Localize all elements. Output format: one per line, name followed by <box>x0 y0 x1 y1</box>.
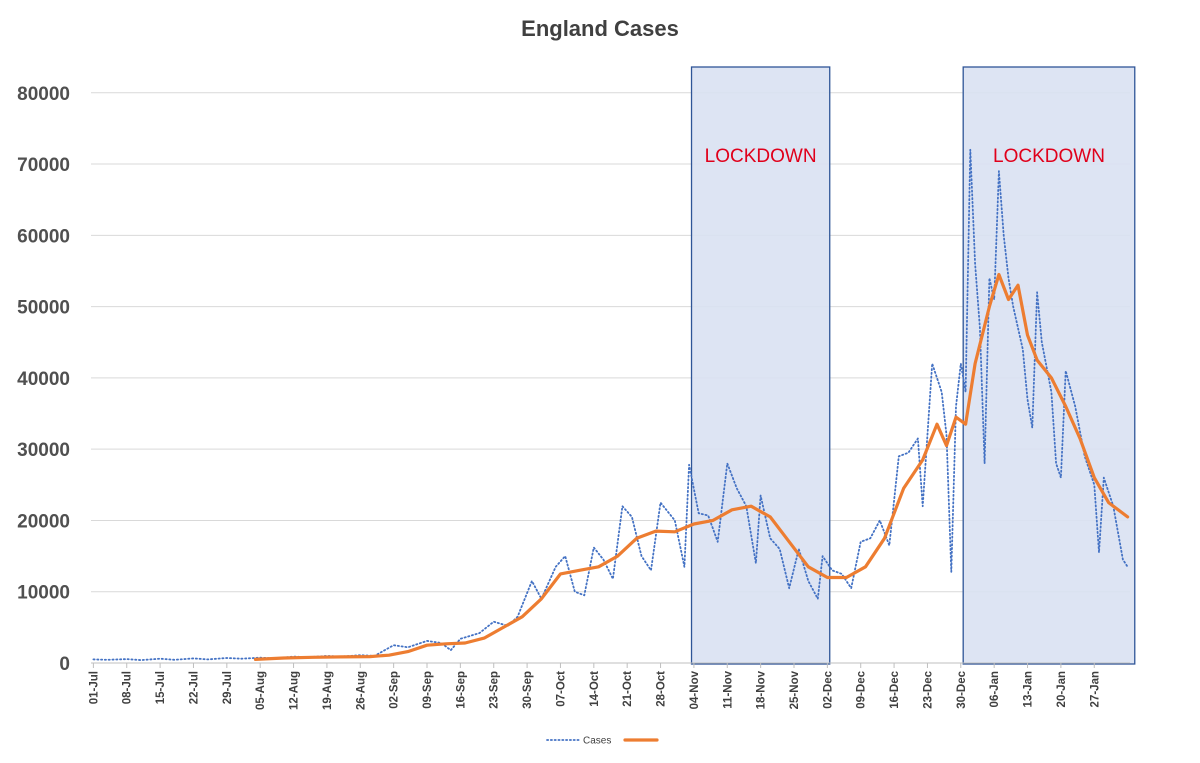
x-tick-label: 02-Dec <box>822 670 834 708</box>
x-tick-label: 25-Nov <box>789 670 801 709</box>
x-tick-label: 27-Jan <box>1089 671 1101 707</box>
x-axis: 01-Jul 08-Jul 15-Jul 22-Jul 29-Jul 05-Aug 12-A… <box>88 662 1130 710</box>
lockdown-label: LOCKDOWN <box>705 146 817 167</box>
x-tick-label: 06-Jan <box>989 671 1001 707</box>
x-tick-label: 16-Dec <box>889 670 901 708</box>
lockdown-region <box>962 66 1136 665</box>
x-tick-label: 01-Jul <box>88 671 100 704</box>
x-tick-label: 09-Sep <box>422 671 434 709</box>
x-tick-label: 28-Oct <box>656 671 668 707</box>
x-tick-label: 02-Sep <box>389 671 401 709</box>
series-lines <box>92 148 1130 661</box>
x-tick-label: 21-Oct <box>622 671 634 707</box>
y-tick-label: 20000 <box>17 511 70 532</box>
gridlines <box>91 92 1130 593</box>
x-tick-label: 15-Jul <box>155 671 167 704</box>
y-tick-label: 0 <box>59 654 70 675</box>
legend-label-cases: Cases <box>583 736 611 747</box>
x-tick-label: 18-Nov <box>756 670 768 709</box>
x-tick-label: 30-Sep <box>522 671 534 709</box>
x-tick-label: 14-Oct <box>589 671 601 707</box>
x-tick-label: 20-Jan <box>1056 671 1068 707</box>
x-tick-label: 04-Nov <box>689 670 701 709</box>
x-tick-label: 22-Jul <box>189 671 201 704</box>
series-line-cases <box>92 148 1129 661</box>
y-tick-label: 30000 <box>17 440 70 461</box>
legend: Cases <box>546 736 659 747</box>
x-tick-label: 07-Oct <box>556 671 568 707</box>
y-tick-label: 40000 <box>17 369 70 390</box>
x-tick-label: 26-Aug <box>355 671 367 710</box>
x-tick-label: 19-Aug <box>322 671 334 710</box>
series-line-average <box>253 272 1130 661</box>
y-axis: 0 10000 20000 30000 40000 50000 60000 70000 8000… <box>17 84 70 675</box>
chart-title: England Cases <box>521 16 679 41</box>
x-tick-label: 29-Jul <box>222 671 234 704</box>
x-tick-label: 13-Jan <box>1023 671 1035 707</box>
x-tick-label: 30-Dec <box>956 670 968 708</box>
x-tick-label: 05-Aug <box>255 671 267 710</box>
y-tick-label: 10000 <box>17 583 70 604</box>
lockdown-label: LOCKDOWN <box>993 146 1105 167</box>
x-tick-label: 12-Aug <box>289 671 301 710</box>
x-tick-label: 09-Dec <box>856 670 868 708</box>
x-tick-label: 11-Nov <box>722 670 734 708</box>
x-tick-label: 23-Sep <box>489 671 501 709</box>
y-tick-label: 50000 <box>17 298 70 319</box>
y-tick-label: 70000 <box>17 155 70 176</box>
x-tick-label: 16-Sep <box>455 671 467 709</box>
x-tick-label: 08-Jul <box>122 671 134 704</box>
y-tick-label: 60000 <box>17 226 70 247</box>
x-tick-label: 23-Dec <box>922 670 934 708</box>
y-tick-label: 80000 <box>17 84 70 105</box>
